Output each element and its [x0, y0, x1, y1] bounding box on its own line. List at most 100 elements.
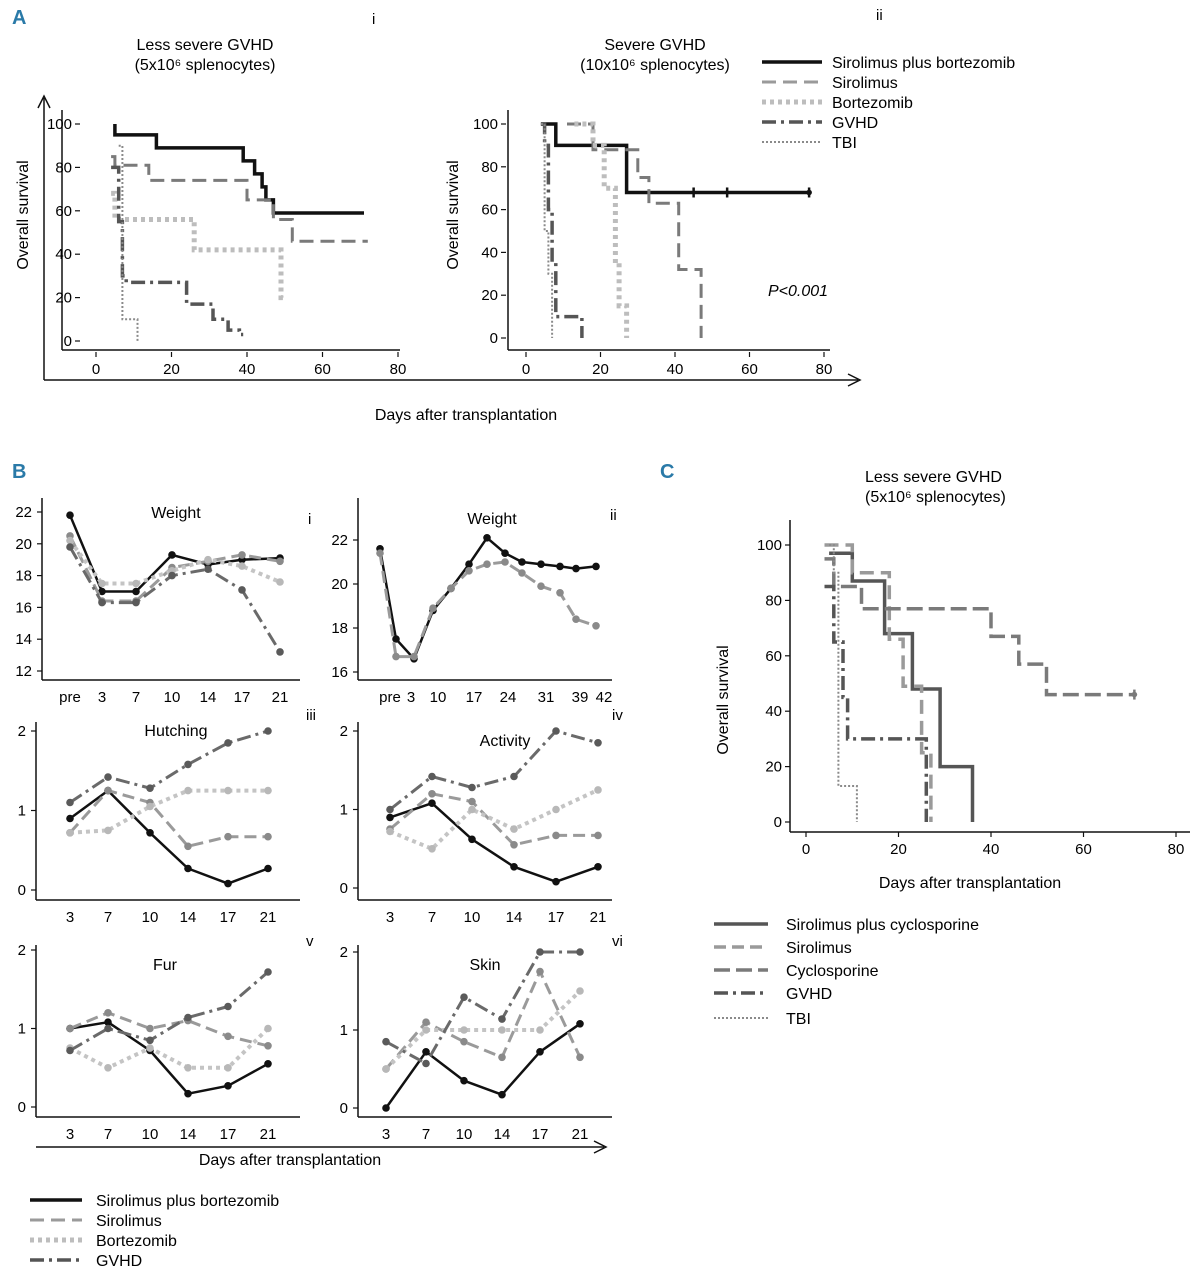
- y-tick-label: 80: [55, 159, 72, 176]
- data-point: [510, 841, 518, 849]
- chart-b-ii: 16 18 20 22 pre 3 10 17 24 31 39 42: [331, 498, 612, 706]
- data-point: [264, 864, 272, 873]
- chart-b-vi: 0 1 2 3 7 10 14 17 21: [340, 944, 612, 1143]
- a-ii-subtitle: (10x10⁶ splenocytes): [580, 57, 730, 74]
- series-line-sirolimus: [111, 155, 368, 243]
- data-point: [66, 798, 74, 807]
- b-xlabel: Days after transplantation: [199, 1152, 381, 1169]
- series-line-sirolimus: [378, 552, 597, 659]
- data-point: [537, 560, 545, 568]
- x-tick-label: 10: [464, 909, 481, 926]
- data-point: [146, 802, 154, 811]
- data-point: [184, 842, 192, 851]
- legend-c-label-4: GVHD: [786, 986, 832, 1003]
- data-point: [224, 832, 232, 841]
- legend-a: Sirolimus plus bortezomib Sirolimus Bort…: [762, 55, 1015, 152]
- series-line-gvhd: [540, 122, 584, 338]
- roman-b-vi: vi: [612, 933, 623, 950]
- y-tick-label: 60: [55, 203, 72, 220]
- y-tick-label: 0: [340, 1100, 348, 1117]
- data-point: [501, 549, 509, 557]
- series-line-sirolimus-plus-bortezomib: [69, 1020, 269, 1095]
- data-point: [468, 805, 476, 814]
- y-tick-label: 80: [765, 592, 782, 609]
- series-line-sirolimus-plus-cyclosporine: [829, 551, 975, 822]
- data-point: [556, 589, 564, 597]
- c-title: Less severe GVHD: [865, 469, 1002, 486]
- c-xlabel: Days after transplantation: [879, 875, 1061, 892]
- legend-c: Sirolimus plus cyclosporine Sirolimus Cy…: [714, 917, 979, 1028]
- y-tick-label: 0: [490, 330, 498, 347]
- data-point: [576, 948, 584, 956]
- legend-c-label-1: Sirolimus plus cyclosporine: [786, 917, 979, 934]
- y-tick-label: 18: [15, 568, 32, 585]
- y-tick-label: 0: [18, 1099, 26, 1116]
- y-tick-label: 0: [340, 880, 348, 897]
- data-point: [536, 948, 544, 956]
- data-point: [518, 569, 526, 577]
- data-point: [422, 1048, 430, 1056]
- data-point: [510, 772, 518, 781]
- x-tick-label: 14: [494, 1126, 511, 1143]
- data-point: [132, 587, 140, 596]
- y-tick-label: 1: [18, 1021, 26, 1038]
- data-point: [428, 845, 436, 853]
- data-point: [576, 1020, 584, 1028]
- data-point: [552, 831, 560, 840]
- x-tick-label: 14: [506, 909, 523, 926]
- x-tick-label: pre: [379, 689, 401, 706]
- y-tick-label: 40: [481, 244, 498, 261]
- data-point: [536, 967, 544, 976]
- panel-letter-c: C: [660, 461, 674, 483]
- data-point: [98, 587, 106, 596]
- data-point: [276, 648, 284, 656]
- y-tick-label: 0: [64, 333, 72, 350]
- data-point: [422, 1026, 430, 1034]
- data-point: [264, 1042, 272, 1050]
- data-point: [146, 784, 154, 792]
- x-tick-label: 14: [180, 1126, 197, 1143]
- y-tick-label: 60: [765, 648, 782, 665]
- y-tick-label: 20: [55, 290, 72, 307]
- data-point: [468, 797, 476, 806]
- series-line-sirolimus: [384, 970, 582, 1070]
- data-point: [465, 560, 473, 568]
- x-tick-label: 14: [180, 909, 197, 926]
- data-point: [184, 1089, 192, 1098]
- y-tick-label: 40: [55, 246, 72, 263]
- x-tick-label: 7: [428, 909, 436, 926]
- x-tick-label: 60: [314, 361, 331, 378]
- x-tick-label: 80: [390, 361, 407, 378]
- x-tick-label: 40: [667, 361, 684, 378]
- data-point: [386, 827, 394, 836]
- legend-a-label-3: Bortezomib: [832, 95, 913, 112]
- x-tick-label: 10: [142, 1126, 159, 1143]
- data-point: [447, 584, 455, 593]
- legend-c-label-5: TBI: [786, 1011, 811, 1028]
- legend-b: Sirolimus plus bortezomib Sirolimus Bort…: [30, 1193, 279, 1270]
- x-tick-label: 3: [98, 689, 106, 706]
- a-i-ylabel: Overall survival: [15, 160, 32, 269]
- series-line-bortezomib: [69, 1027, 270, 1070]
- data-point: [576, 1053, 584, 1062]
- legend-b-label-1: Sirolimus plus bortezomib: [96, 1193, 279, 1210]
- data-point: [594, 739, 602, 747]
- roman-b-iii: iii: [306, 707, 316, 724]
- series-line-gvhd: [69, 970, 269, 1052]
- y-tick-label: 0: [18, 882, 26, 899]
- data-point: [264, 727, 272, 735]
- series-line-tbi: [540, 123, 554, 338]
- data-point: [238, 551, 246, 559]
- data-point: [594, 831, 602, 840]
- x-tick-label: 80: [1168, 841, 1185, 858]
- x-tick-label: 7: [132, 689, 140, 706]
- data-point: [594, 863, 602, 871]
- data-point: [460, 1026, 468, 1034]
- data-point: [66, 829, 74, 837]
- data-point: [376, 549, 384, 557]
- b-vi-title: Skin: [469, 957, 500, 974]
- x-tick-label: 7: [422, 1126, 430, 1143]
- data-point: [184, 1013, 192, 1022]
- series-line-gvhd: [69, 729, 269, 804]
- x-tick-label: pre: [59, 689, 81, 706]
